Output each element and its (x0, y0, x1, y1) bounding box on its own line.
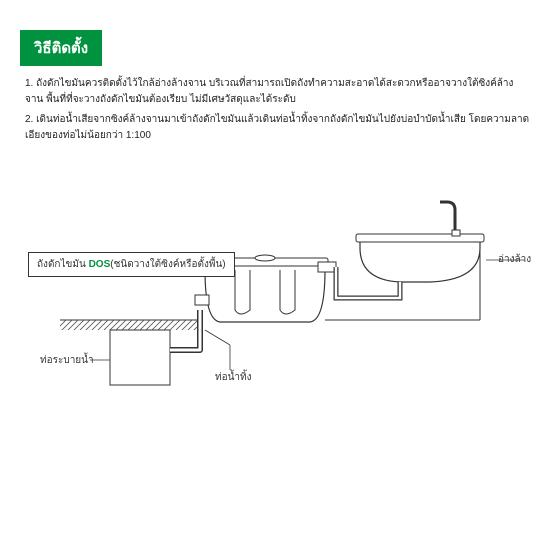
instructions-block: 1. ถังดักไขมันควรติดตั้งไว้ใกล้อ่างล้างจ… (25, 76, 530, 144)
trap-label-brand: DOS (89, 259, 111, 270)
instruction-item: 1. ถังดักไขมันควรติดตั้งไว้ใกล้อ่างล้างจ… (25, 76, 530, 108)
section-header: วิธีติดตั้ง (20, 30, 102, 66)
header-title: วิธีติดตั้ง (34, 40, 88, 57)
outlet-label: ท่อน้ำทิ้ง (215, 370, 252, 385)
trap-label-prefix: ถังดักไขมัน (37, 259, 86, 270)
trap-label-box: ถังดักไขมัน DOS(ชนิดวางใต้ซิงค์หรือตั้งพ… (28, 252, 235, 277)
sink-label: อ่างล้าง (498, 252, 531, 267)
installation-diagram: ถังดักไขมัน DOS(ชนิดวางใต้ซิงค์หรือตั้งพ… (0, 170, 555, 430)
trap-label-suffix: (ชนิดวางใต้ซิงค์หรือตั้งพื้น) (110, 259, 225, 270)
drain-label: ท่อระบายน้ำ (40, 353, 94, 368)
instruction-item: 2. เดินท่อน้ำเสียจากซิงค์ล้างจานมาเข้าถั… (25, 112, 530, 144)
diagram-svg (0, 170, 555, 430)
